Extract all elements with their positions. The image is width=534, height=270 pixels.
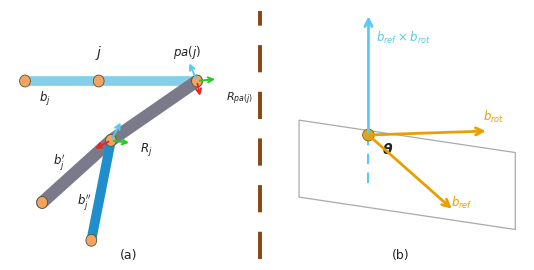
Text: $b_{rot}$: $b_{rot}$	[483, 109, 505, 126]
Text: $b_j^{\prime\prime}$: $b_j^{\prime\prime}$	[76, 193, 91, 212]
Circle shape	[20, 75, 30, 87]
Text: $b_{ref}$: $b_{ref}$	[451, 194, 473, 211]
Text: (b): (b)	[391, 249, 410, 262]
Text: $b_{ref} \times b_{rot}$: $b_{ref} \times b_{rot}$	[376, 30, 431, 46]
Text: $R_j$: $R_j$	[140, 141, 153, 158]
Circle shape	[37, 197, 48, 208]
Circle shape	[93, 75, 104, 87]
Text: $\boldsymbol{\theta}$: $\boldsymbol{\theta}$	[382, 142, 393, 157]
Circle shape	[106, 134, 116, 146]
Polygon shape	[299, 120, 515, 230]
Text: $R_{pa(j)}$: $R_{pa(j)}$	[226, 90, 254, 107]
Text: $b_j$: $b_j$	[39, 90, 51, 107]
Text: $pa(j)$: $pa(j)$	[173, 44, 201, 61]
Text: $b_j'$: $b_j'$	[53, 152, 66, 172]
Circle shape	[86, 234, 97, 246]
Circle shape	[192, 75, 202, 87]
Text: $j$: $j$	[95, 44, 103, 62]
Text: (a): (a)	[120, 249, 137, 262]
Circle shape	[363, 129, 374, 141]
